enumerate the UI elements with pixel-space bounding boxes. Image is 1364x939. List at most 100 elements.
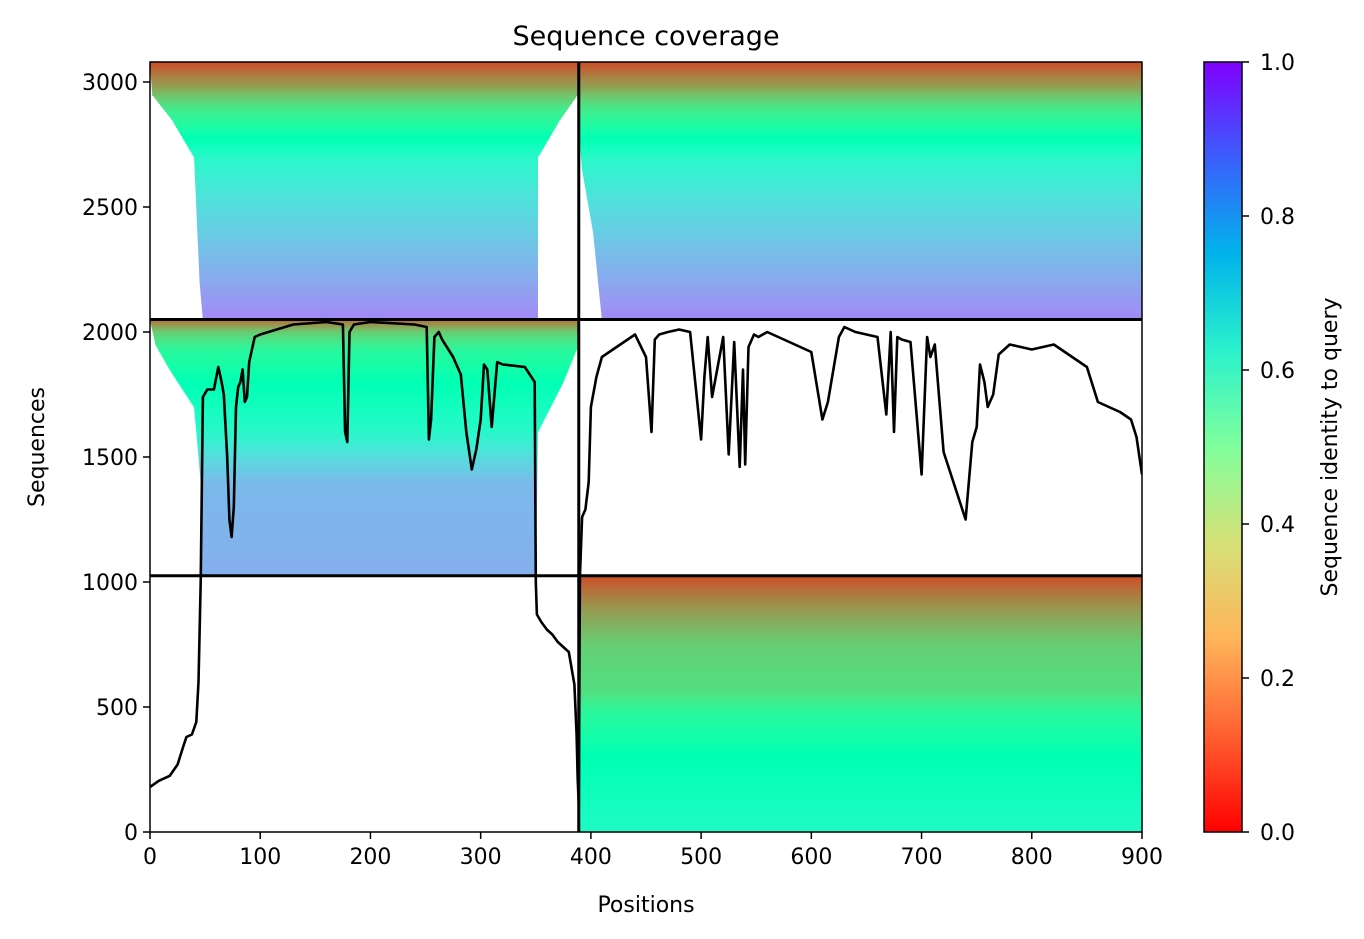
coverage-strip [594,245,1142,249]
coverage-strip [578,760,1142,763]
coverage-strip [578,820,1142,823]
coverage-strip [597,275,1142,279]
coverage-strip [169,115,563,119]
coverage-strip [578,810,1142,813]
coverage-strip [171,371,568,375]
coverage-strip [578,702,1142,705]
coverage-strip [601,311,1142,315]
coverage-strip [578,772,1142,775]
coverage-strip [201,525,537,529]
coverage-strip [578,662,1142,665]
coverage-strip [164,359,573,363]
coverage-strip [578,804,1142,807]
coverage-strip [156,345,578,349]
coverage-strip [578,624,1142,627]
coverage-strip [582,173,1142,177]
coverage-strip [585,187,1142,191]
coverage-strip [198,261,538,265]
x-tick-label: 800 [1011,845,1053,870]
block-top-left [150,62,579,321]
coverage-strip [193,155,539,159]
x-axis: 0 100 200 300 400 500 600 700 800 900 [143,832,1163,870]
coverage-strip [594,243,1142,247]
coverage-strip [588,203,1142,207]
coverage-strip [184,139,548,143]
coverage-strip [177,127,555,131]
coverage-strip [578,692,1142,695]
coverage-strip [195,195,538,199]
coverage-strip [600,301,1142,305]
coverage-strip [578,63,1142,67]
coverage-strip [200,481,538,485]
coverage-strip [200,483,538,487]
coverage-strip [578,634,1142,637]
coverage-strip [196,429,539,433]
coverage-strip [578,722,1142,725]
coverage-strip [590,217,1142,221]
coverage-strip [199,267,538,271]
coverage-strip [578,762,1142,765]
coverage-strip [578,678,1142,681]
coverage-strip [182,387,560,391]
coverage-strip [198,249,538,253]
coverage-strip [600,307,1142,311]
coverage-strip [578,802,1142,805]
coverage-strip [578,728,1142,731]
coverage-strip [578,636,1142,639]
y-tick-label: 2500 [82,196,138,221]
coverage-strip [601,313,1142,317]
coverage-strip [583,175,1142,179]
coverage-strip [578,75,1142,79]
coverage-strip [578,830,1142,832]
coverage-strip [578,768,1142,771]
coverage-strip [194,407,550,411]
coverage-strip [195,189,538,193]
colorbar-tick-label: 1.0 [1260,51,1295,76]
coverage-strip [157,347,578,351]
coverage-strip [186,393,557,397]
coverage-strip [597,271,1142,275]
block-bottom-right [578,575,1142,832]
coverage-strip [198,265,538,269]
coverage-strip [578,694,1142,697]
coverage-strip [580,153,1142,157]
coverage-strip [194,157,538,161]
coverage-strip [591,221,1142,225]
coverage-strip [578,690,1142,693]
colorbar-tick-label: 0.2 [1260,667,1295,692]
x-tick-label: 500 [680,845,722,870]
coverage-strip [578,682,1142,685]
coverage-strip [592,227,1142,231]
coverage-strip [201,549,537,553]
coverage-strip [578,630,1142,633]
coverage-strip [601,309,1142,313]
coverage-strip [581,159,1142,163]
coverage-strip [158,101,573,105]
coverage-strip [578,101,1142,105]
coverage-strip [198,247,538,251]
x-tick-label: 0 [143,845,157,870]
coverage-strip [578,81,1142,85]
coverage-strip [578,710,1142,713]
coverage-strip [595,259,1142,263]
coverage-strip [578,79,1142,83]
y-axis: 0 500 1000 1500 2000 2500 3000 [82,71,150,846]
coverage-strip [202,309,538,313]
coverage-strip [591,223,1142,227]
coverage-strip [198,257,538,261]
coverage-strip [578,616,1142,619]
coverage-strip [593,231,1142,235]
coverage-strip [199,461,538,465]
coverage-strip [578,816,1142,819]
coverage-strip [597,279,1142,283]
coverage-strip [578,594,1142,597]
coverage-strip [578,812,1142,815]
coverage-strip [201,545,537,549]
coverage-strip [195,193,538,197]
coverage-strip [163,107,568,111]
coverage-strip [578,109,1142,113]
coverage-strip [195,179,538,183]
coverage-strip [578,706,1142,709]
coverage-strip [190,399,554,403]
coverage-strip [197,225,538,229]
